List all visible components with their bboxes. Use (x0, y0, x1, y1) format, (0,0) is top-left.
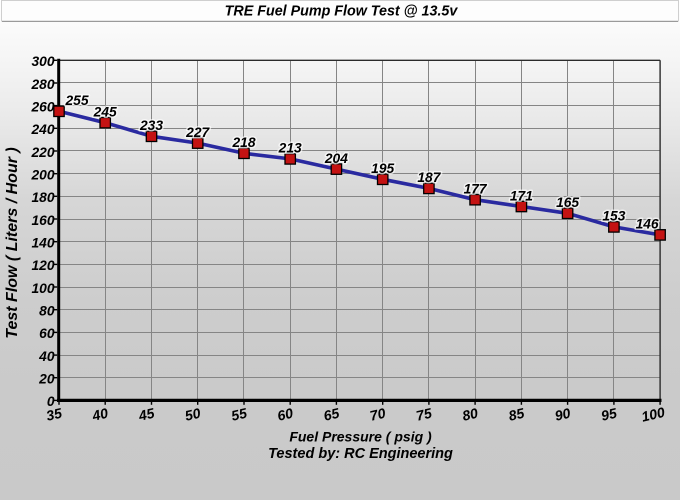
svg-text:100: 100 (640, 404, 667, 425)
svg-text:60: 60 (276, 405, 295, 424)
svg-text:40: 40 (38, 349, 55, 364)
svg-text:260: 260 (30, 99, 54, 114)
svg-text:TRE Fuel Pump Flow Test @ 13.5: TRE Fuel Pump Flow Test @ 13.5v (225, 3, 459, 19)
svg-text:220: 220 (30, 145, 54, 160)
svg-text:177: 177 (464, 182, 488, 197)
svg-text:255: 255 (64, 93, 88, 108)
svg-text:80: 80 (461, 405, 480, 424)
svg-text:171: 171 (510, 188, 533, 203)
svg-text:0: 0 (47, 394, 55, 409)
svg-text:50: 50 (183, 405, 202, 424)
svg-text:153: 153 (602, 209, 625, 224)
svg-text:240: 240 (30, 122, 54, 137)
svg-text:165: 165 (556, 195, 579, 210)
svg-text:245: 245 (93, 105, 117, 120)
svg-text:40: 40 (90, 405, 110, 424)
svg-text:45: 45 (136, 405, 156, 424)
svg-text:200: 200 (30, 168, 54, 183)
svg-text:70: 70 (368, 405, 387, 424)
svg-text:75: 75 (414, 405, 433, 424)
svg-text:65: 65 (322, 405, 341, 424)
svg-text:Test Flow ( Liters / Hour ): Test Flow ( Liters / Hour ) (4, 147, 21, 338)
svg-text:213: 213 (278, 141, 302, 156)
svg-text:Fuel Pressure ( psig ): Fuel Pressure ( psig ) (289, 429, 432, 445)
svg-text:146: 146 (636, 217, 659, 232)
svg-text:95: 95 (599, 405, 618, 424)
svg-text:35: 35 (45, 405, 64, 424)
svg-text:280: 280 (30, 77, 54, 92)
svg-text:55: 55 (230, 405, 249, 424)
svg-text:300: 300 (31, 54, 54, 69)
svg-text:120: 120 (31, 258, 54, 273)
svg-text:218: 218 (231, 135, 255, 150)
svg-text:100: 100 (31, 281, 54, 296)
svg-text:233: 233 (139, 118, 163, 133)
svg-text:204: 204 (324, 151, 348, 166)
svg-text:140: 140 (31, 236, 54, 251)
svg-text:227: 227 (185, 125, 210, 140)
svg-text:60: 60 (39, 326, 55, 341)
svg-text:160: 160 (31, 213, 54, 228)
svg-text:90: 90 (553, 405, 572, 424)
svg-text:20: 20 (38, 372, 55, 387)
svg-text:85: 85 (507, 405, 526, 424)
svg-text:180: 180 (31, 190, 54, 205)
svg-text:80: 80 (39, 304, 55, 319)
svg-text:195: 195 (371, 161, 394, 176)
svg-text:187: 187 (417, 170, 441, 185)
svg-text:Tested by: RC Engineering: Tested by: RC Engineering (268, 446, 453, 462)
